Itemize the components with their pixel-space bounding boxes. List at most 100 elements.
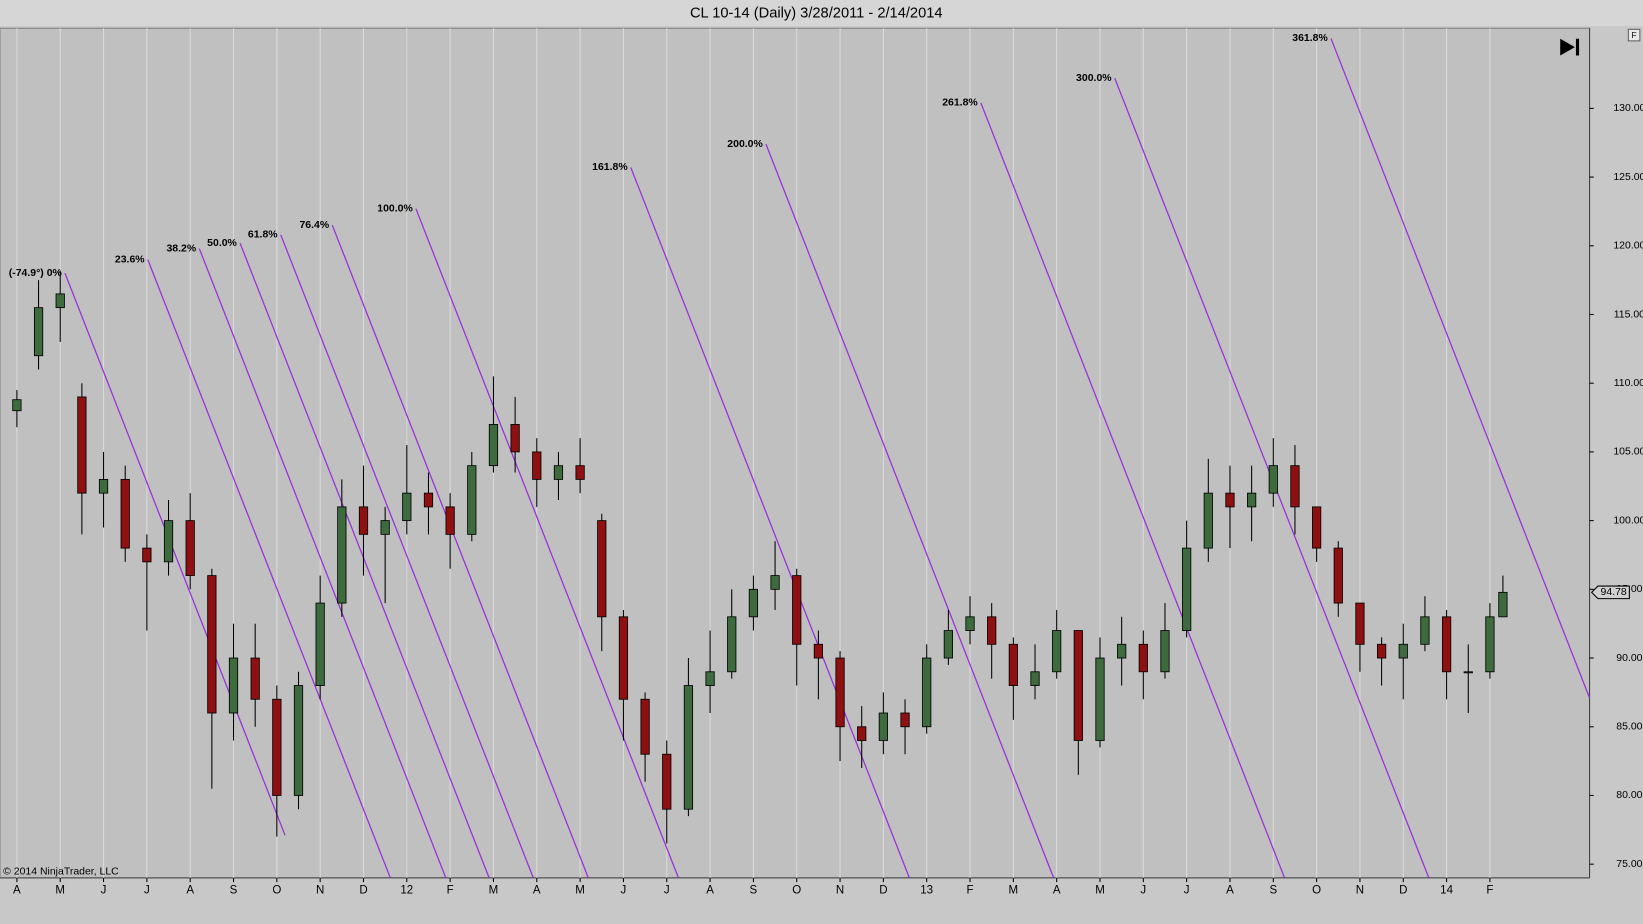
candle-body [467, 465, 477, 535]
candle-body [77, 396, 87, 494]
candle-body [120, 478, 130, 549]
fib-line [630, 167, 910, 879]
fib-line [415, 208, 680, 879]
candle-body [33, 307, 44, 357]
fib-line [64, 273, 286, 836]
x-tick-label: J [1140, 885, 1146, 897]
x-tick-label: S [1269, 885, 1277, 897]
candle-body [878, 712, 888, 741]
candle-body [1182, 547, 1192, 631]
candle-body [1073, 630, 1083, 741]
x-tick-label: M [55, 885, 65, 897]
fib-label: 161.8% [592, 162, 628, 173]
fib-label: 200.0% [727, 139, 763, 150]
f-button[interactable] [1627, 28, 1641, 42]
candle-body [618, 616, 629, 700]
x-tick-label: M [1095, 885, 1105, 897]
x-tick-label: M [575, 885, 585, 897]
candle-body [12, 399, 22, 412]
chart-title: CL 10-14 (Daily) 3/28/2011 - 2/14/2014 [690, 5, 943, 21]
candle-body [207, 575, 217, 714]
candle-body [185, 520, 195, 577]
x-tick-label: N [836, 885, 844, 897]
y-tick-label: 120.00 [1613, 241, 1643, 252]
candle-body [1095, 657, 1105, 741]
x-tick-label: A [533, 885, 541, 897]
fib-label: 23.6% [115, 254, 145, 265]
x-tick-label: O [272, 885, 281, 897]
candle-body [922, 657, 932, 728]
x-tick-label: J [144, 885, 150, 897]
candle-body [770, 575, 780, 590]
x-tick-label: M [1009, 885, 1019, 897]
candle-body [1247, 492, 1257, 508]
x-tick-label: 14 [1440, 885, 1453, 897]
fib-label: 300.0% [1076, 73, 1112, 84]
candle-body [1441, 616, 1452, 673]
y-tick-label: 130.00 [1613, 103, 1643, 114]
fib-line [147, 259, 391, 879]
candle-body [380, 520, 390, 535]
candle-body [1355, 602, 1365, 645]
candle-body [705, 671, 715, 686]
candle-body [727, 616, 737, 673]
candle-body [965, 616, 975, 631]
x-tick-label: D [1399, 885, 1407, 897]
candle-body [1498, 591, 1508, 618]
y-tick-label: 110.00 [1614, 378, 1643, 389]
x-tick-label: A [1226, 885, 1234, 897]
x-tick-label: J [1184, 885, 1190, 897]
candle-body [1138, 643, 1148, 673]
y-tick-label: 115.00 [1614, 309, 1643, 320]
x-tick-label: J [101, 885, 107, 897]
last-price-marker [1590, 585, 1630, 600]
fib-label: 61.8% [248, 230, 278, 241]
last-price-label: 94.78 [1601, 587, 1627, 598]
candle-body [272, 698, 282, 796]
scroll-end-button[interactable] [1560, 38, 1580, 56]
y-tick-label: 105.00 [1613, 447, 1643, 458]
x-tick-label: N [316, 885, 324, 897]
x-tick-label: A [186, 885, 194, 897]
x-tick-label: M [489, 885, 499, 897]
candle-body [575, 465, 585, 480]
x-tick-label: A [13, 885, 21, 897]
y-tick-label: 80.00 [1616, 790, 1642, 801]
x-tick-label: F [447, 885, 454, 897]
candle-body [55, 293, 65, 309]
candle-body [532, 451, 542, 480]
copyright: © 2014 NinjaTrader, LLC [3, 866, 119, 877]
x-tick-label: S [750, 885, 758, 897]
candle-body [1117, 643, 1127, 659]
fib-line [331, 224, 589, 879]
x-tick-label: J [621, 885, 627, 897]
fib-label: 361.8% [1292, 33, 1328, 44]
candle-body [337, 506, 347, 604]
title-bar [0, 0, 1643, 27]
candle-body [1420, 616, 1430, 645]
f-button-label[interactable]: F [1632, 30, 1637, 40]
candle-body [510, 424, 520, 453]
x-tick-label: S [230, 885, 238, 897]
fib-label: 76.4% [299, 220, 329, 231]
candle-body [228, 657, 239, 714]
candle-body [900, 712, 910, 728]
candle-body [1398, 643, 1408, 659]
fib-label: 261.8% [942, 98, 978, 109]
fib-line [239, 242, 490, 879]
candle-body [293, 685, 304, 796]
candle-body [488, 424, 499, 467]
candle-body [683, 685, 694, 810]
candle-body [250, 657, 260, 700]
candle-body [597, 520, 607, 618]
fib-line [280, 234, 534, 879]
candle-body [1463, 671, 1473, 674]
y-tick-label: 90.00 [1616, 653, 1642, 664]
fib-label: (-74.9°) 0% [9, 268, 63, 279]
x-tick-label: 13 [920, 885, 933, 897]
candle-body [553, 465, 564, 480]
x-tick-label: J [664, 885, 670, 897]
candle-body [1290, 465, 1300, 508]
fib-line [1330, 38, 1591, 699]
candle-body [835, 657, 845, 728]
